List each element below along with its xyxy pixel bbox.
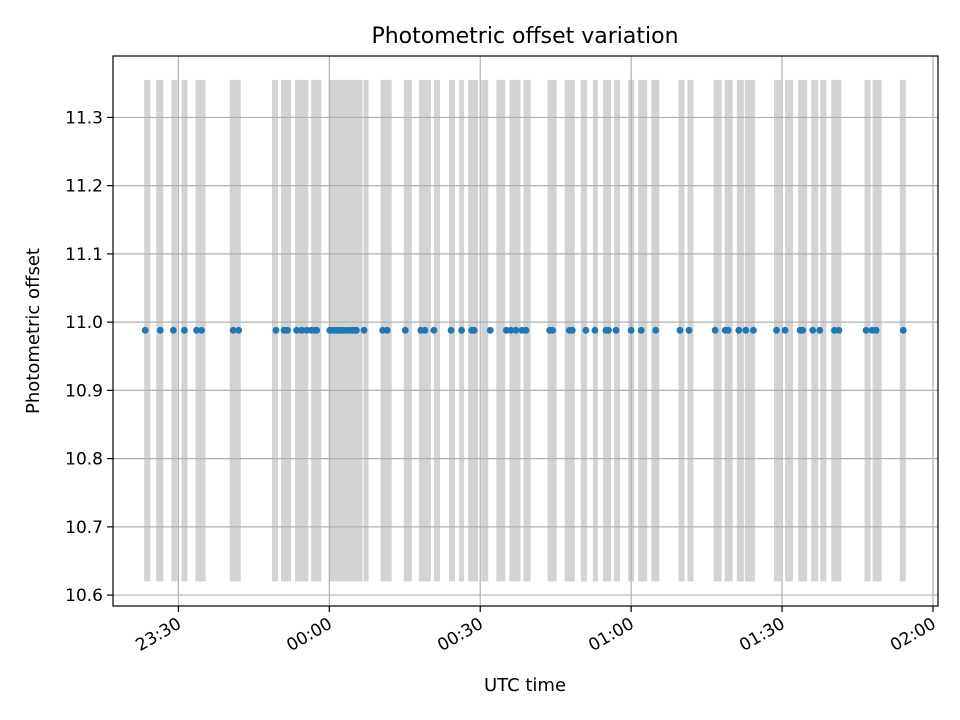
data-point-70 — [809, 326, 817, 334]
data-point-62 — [724, 326, 732, 334]
data-point-36 — [447, 326, 455, 334]
data-point-45 — [522, 326, 530, 334]
data-point-67 — [781, 326, 789, 334]
data-points — [141, 326, 907, 334]
data-point-5 — [198, 326, 205, 334]
data-point-54 — [612, 326, 620, 334]
coverage-band-19 — [481, 79, 489, 582]
x-axis-label: UTC time — [484, 675, 566, 696]
y-tick-label-6: 11.2 — [65, 177, 103, 197]
y-tick-label-5: 11.1 — [65, 245, 103, 265]
data-point-7 — [235, 326, 243, 334]
data-point-65 — [749, 326, 757, 334]
data-point-74 — [862, 326, 870, 334]
data-point-2 — [169, 326, 177, 334]
data-point-6 — [229, 326, 237, 334]
y-axis-label: Photometric offset — [23, 248, 44, 414]
data-point-34 — [421, 326, 429, 334]
y-tick-label-1: 10.7 — [65, 518, 103, 538]
data-point-4 — [193, 326, 200, 334]
data-point-66 — [773, 326, 780, 334]
coverage-band-37 — [744, 79, 755, 582]
data-point-60 — [711, 326, 719, 334]
data-point-29 — [360, 326, 368, 334]
data-point-43 — [512, 326, 520, 334]
data-point-40 — [486, 326, 494, 334]
data-point-51 — [591, 326, 599, 334]
data-point-55 — [627, 326, 635, 334]
y-axis-ticks: 10.6 10.7 10.8 10.9 11.0 11.1 11.2 11.3 — [65, 108, 113, 606]
data-point-50 — [582, 326, 590, 334]
chart-title: Photometric offset variation — [371, 24, 678, 49]
y-tick-label-3: 10.9 — [65, 381, 103, 401]
data-point-76 — [872, 326, 880, 334]
data-point-64 — [742, 326, 750, 334]
data-point-31 — [383, 326, 391, 334]
coverage-band-42 — [820, 79, 827, 582]
data-point-63 — [735, 326, 743, 334]
data-point-73 — [835, 326, 843, 334]
grid-lines — [113, 56, 938, 606]
data-point-53 — [605, 326, 612, 334]
data-point-11 — [293, 326, 301, 334]
data-point-32 — [401, 326, 409, 334]
data-point-42 — [507, 326, 515, 334]
data-point-59 — [685, 326, 693, 334]
data-point-56 — [637, 326, 645, 334]
y-tick-label-0: 10.6 — [65, 586, 103, 606]
data-point-0 — [141, 326, 149, 334]
y-tick-label-2: 10.8 — [65, 450, 103, 470]
data-point-58 — [676, 326, 684, 334]
data-point-12 — [298, 326, 306, 334]
data-point-1 — [156, 326, 164, 334]
data-point-28 — [353, 326, 360, 334]
data-point-35 — [430, 326, 438, 334]
y-tick-label-7: 11.3 — [65, 108, 103, 128]
data-point-47 — [549, 326, 557, 334]
coverage-band-20 — [496, 79, 506, 582]
data-point-39 — [470, 326, 478, 334]
data-point-16 — [313, 326, 321, 334]
data-point-37 — [458, 326, 466, 334]
data-point-8 — [272, 326, 280, 334]
data-point-69 — [799, 326, 807, 334]
data-point-57 — [652, 326, 660, 334]
y-tick-label-4: 11.0 — [65, 313, 103, 333]
data-point-49 — [568, 326, 576, 334]
coverage-band-39 — [785, 79, 794, 582]
plot-frame — [112, 55, 939, 607]
data-point-77 — [899, 326, 907, 334]
data-point-71 — [816, 326, 824, 334]
data-point-3 — [181, 326, 188, 334]
data-point-10 — [284, 326, 291, 334]
